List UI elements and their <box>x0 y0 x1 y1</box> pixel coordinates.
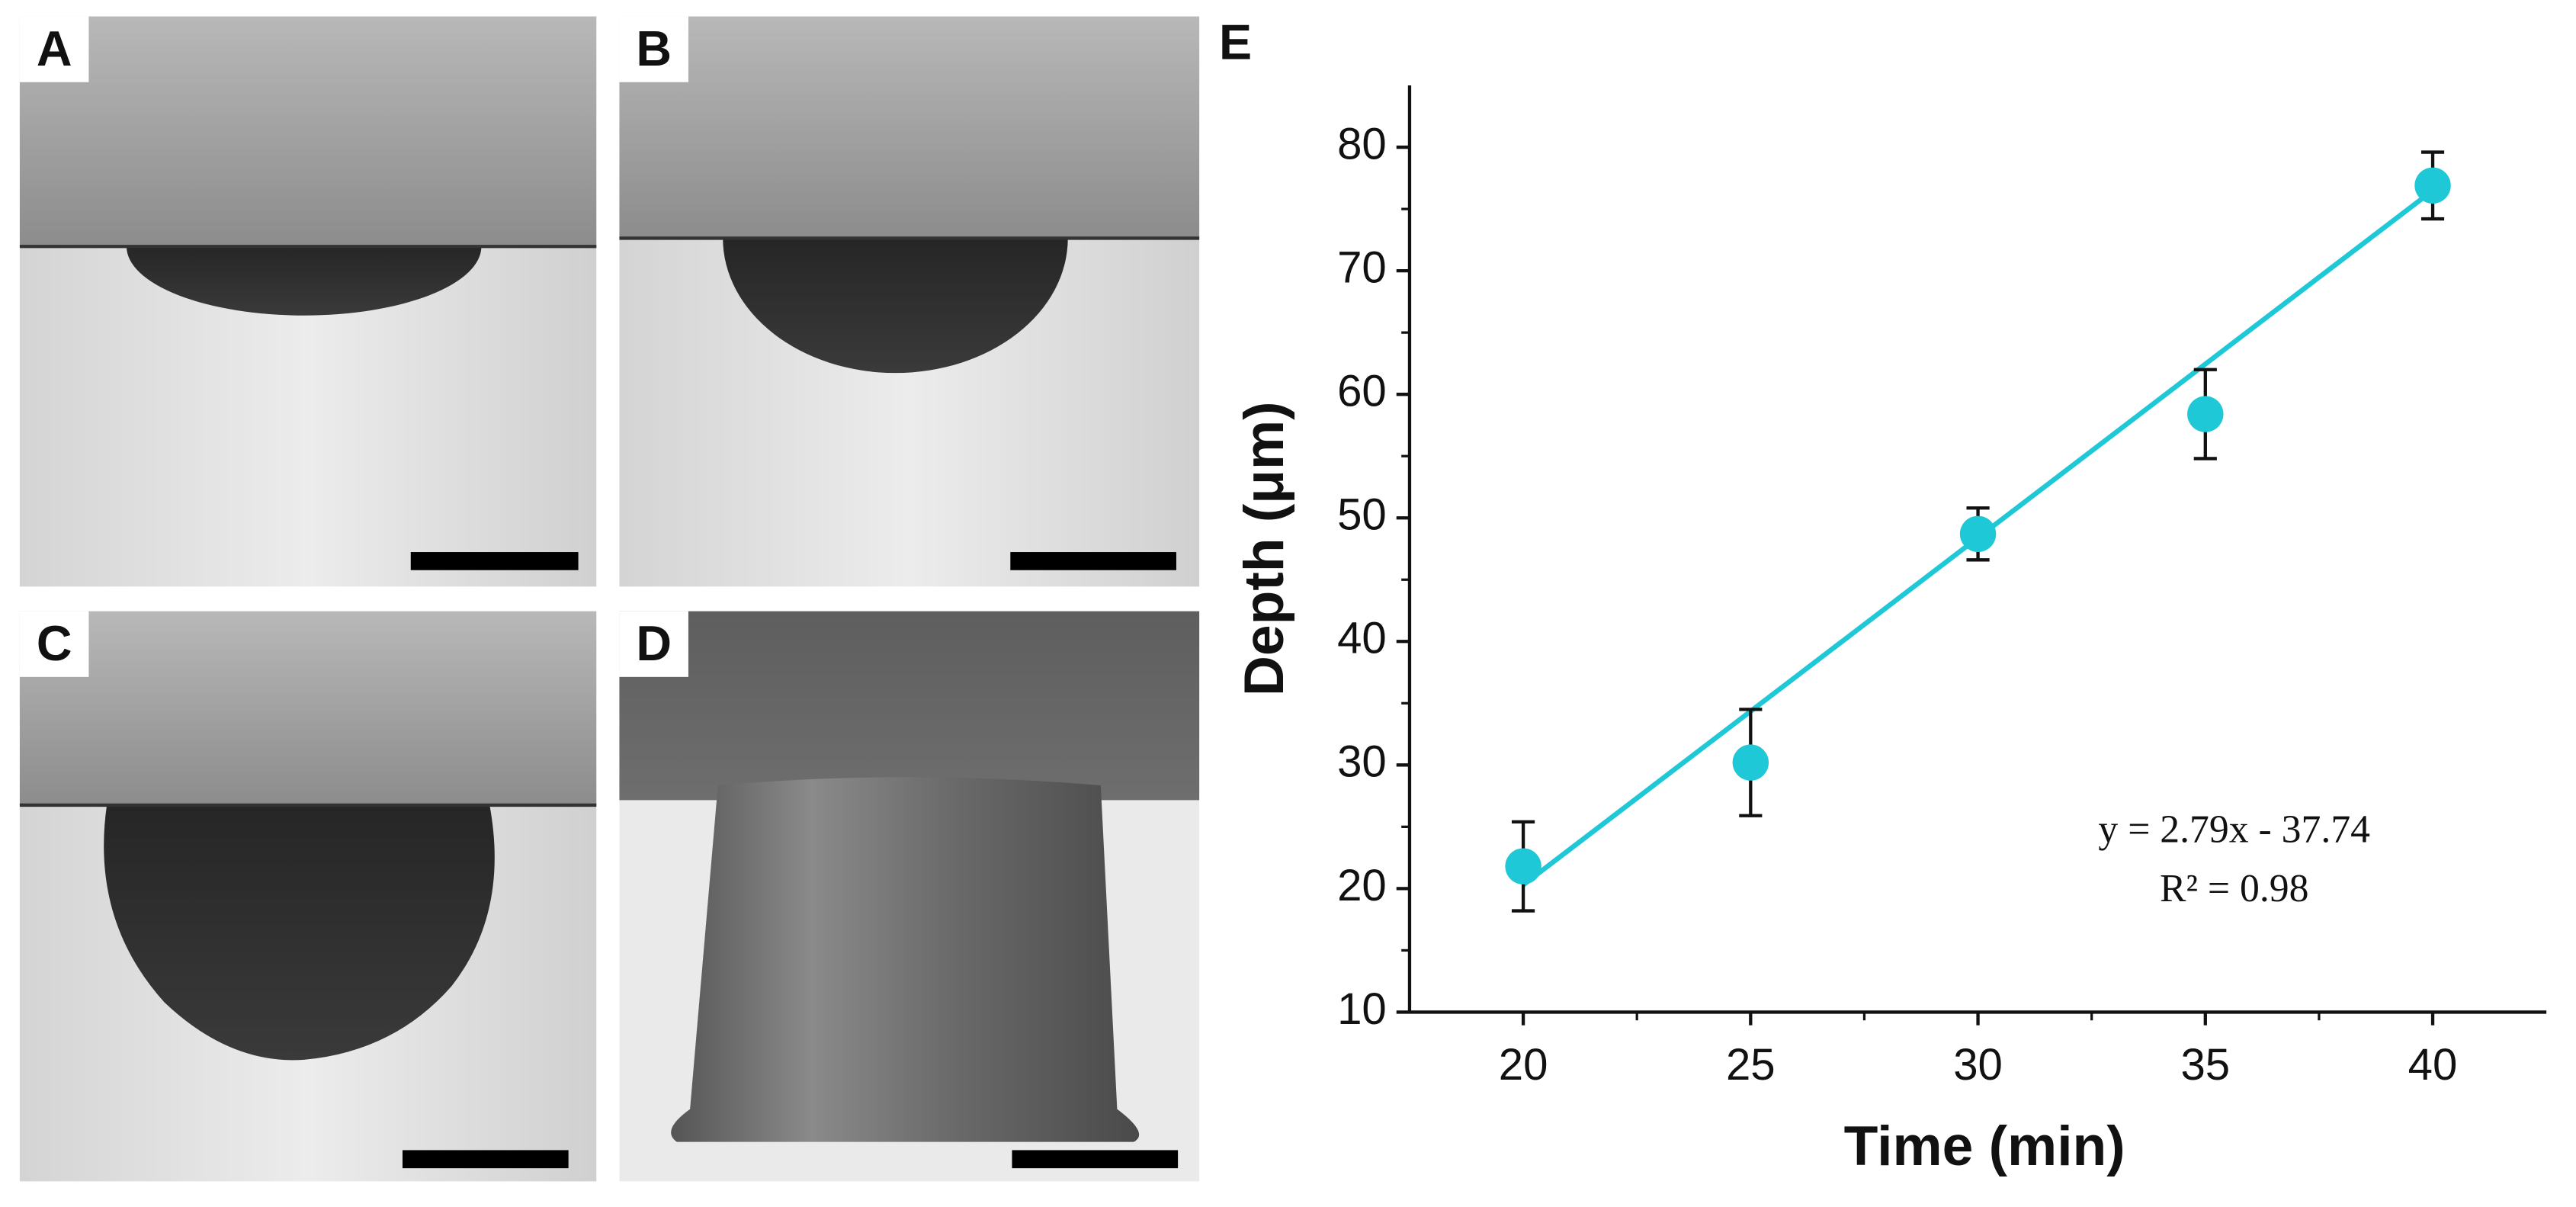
y-tick-label: 80 <box>1337 119 1387 169</box>
panel-label: D <box>636 615 672 671</box>
panel-label: B <box>636 21 672 76</box>
y-tick-label: 20 <box>1337 861 1387 910</box>
data-point <box>2187 396 2224 432</box>
panel-label: A <box>37 21 72 76</box>
panel-label: C <box>37 615 72 671</box>
x-tick-label: 30 <box>1953 1040 2003 1090</box>
x-tick-label: 20 <box>1499 1040 1548 1090</box>
micrograph-a <box>19 16 597 587</box>
y-axis-label: Depth (μm) <box>1233 401 1295 696</box>
y-tick-label: 60 <box>1337 367 1387 416</box>
y-tick-label: 50 <box>1337 490 1387 540</box>
y-tick-label: 40 <box>1337 614 1387 663</box>
x-tick-label: 40 <box>2408 1040 2458 1090</box>
annotation: y = 2.79x - 37.74 <box>2098 807 2370 851</box>
data-point <box>2414 167 2451 204</box>
x-axis-label: Time (min) <box>1844 1115 2125 1177</box>
annotation: R² = 0.98 <box>2160 867 2308 910</box>
panel-label: E <box>1219 14 1252 69</box>
micrograph-d <box>619 611 1200 1182</box>
y-tick-label: 70 <box>1337 243 1387 293</box>
data-point <box>1732 744 1769 781</box>
data-point <box>1505 848 1541 884</box>
micrograph-b <box>619 16 1200 587</box>
data-point <box>1959 515 1997 552</box>
y-tick-label: 30 <box>1337 737 1387 787</box>
y-tick-label: 10 <box>1337 984 1387 1034</box>
x-tick-label: 35 <box>2180 1040 2230 1090</box>
x-tick-label: 25 <box>1726 1040 1776 1090</box>
micrograph-c <box>19 611 597 1182</box>
